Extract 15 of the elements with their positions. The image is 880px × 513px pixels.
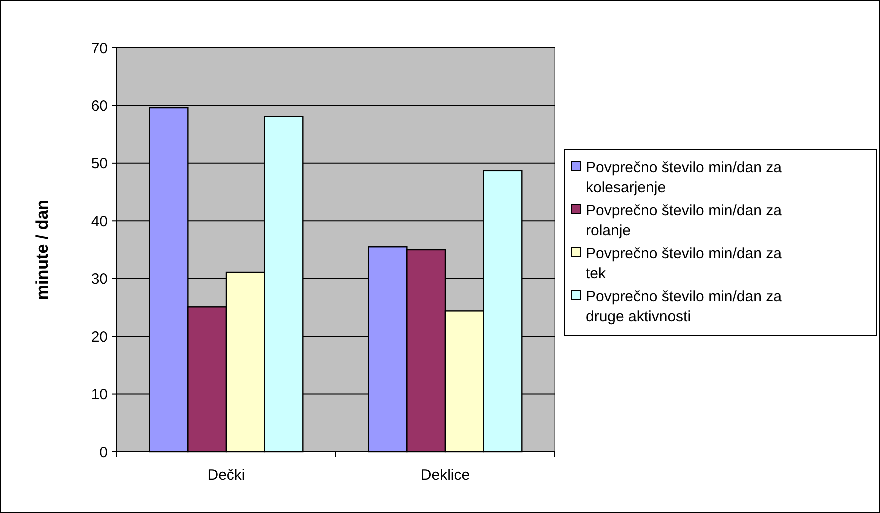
y-axis-title: minute / dan bbox=[33, 200, 52, 300]
y-tick-label: 50 bbox=[91, 156, 108, 173]
y-tick-label: 30 bbox=[91, 271, 108, 288]
x-tick-label: Dečki bbox=[208, 467, 246, 484]
y-tick-label: 10 bbox=[91, 386, 108, 404]
legend-label: Povprečno število min/dan za tek bbox=[586, 245, 783, 282]
y-tick-label: 40 bbox=[91, 213, 108, 230]
x-tick-label: Deklice bbox=[420, 467, 470, 484]
legend-label: Povprečno število min/dan za rolanje bbox=[586, 202, 783, 240]
legend-label: Povprečno število min/dan za kolesarjenje bbox=[586, 159, 783, 196]
y-tick-label: 0 bbox=[100, 444, 108, 462]
y-tick-label: 20 bbox=[91, 328, 108, 346]
legend-label: Povprečno število min/dan za druge aktivnosti bbox=[586, 288, 783, 326]
y-tick-label: 60 bbox=[91, 98, 108, 115]
y-tick-label: 70 bbox=[91, 40, 108, 58]
